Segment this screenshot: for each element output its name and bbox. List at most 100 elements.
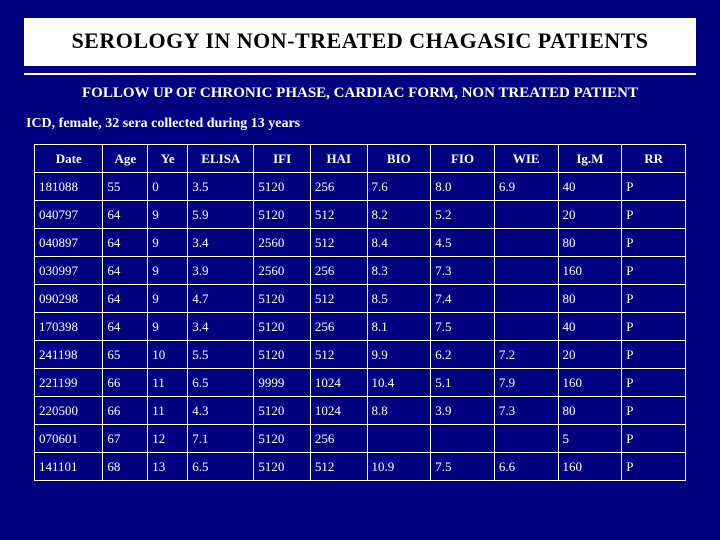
table-cell: 9	[148, 201, 188, 229]
table-row: 0309976493.925602568.37.3160P	[35, 257, 686, 285]
table-cell: 0	[148, 173, 188, 201]
table-cell	[367, 425, 431, 453]
table-cell: 9	[148, 229, 188, 257]
table-cell: 070601	[35, 425, 103, 453]
table-cell: 64	[103, 229, 148, 257]
table-cell: 256	[310, 313, 367, 341]
table-cell	[494, 229, 558, 257]
table-cell: 040797	[35, 201, 103, 229]
column-header: Age	[103, 145, 148, 173]
title-rule	[24, 73, 696, 75]
table-cell: 6.2	[431, 341, 495, 369]
table-cell: 4.7	[188, 285, 254, 313]
table-cell: 9999	[254, 369, 311, 397]
table-cell: 7.6	[367, 173, 431, 201]
table-cell: 40	[558, 313, 622, 341]
table-cell: 7.9	[494, 369, 558, 397]
table-cell: P	[622, 341, 686, 369]
table-cell: 160	[558, 453, 622, 481]
table-cell: 5120	[254, 397, 311, 425]
table-cell: 7.3	[431, 257, 495, 285]
table-cell: 5120	[254, 285, 311, 313]
table-cell: P	[622, 173, 686, 201]
table-cell: 6.9	[494, 173, 558, 201]
table-cell: 5120	[254, 173, 311, 201]
column-header: HAI	[310, 145, 367, 173]
table-cell: 80	[558, 397, 622, 425]
table-cell: 67	[103, 425, 148, 453]
table-cell: 170398	[35, 313, 103, 341]
table-cell: 241198	[35, 341, 103, 369]
table-cell: 20	[558, 201, 622, 229]
table-cell	[431, 425, 495, 453]
table-cell: 1024	[310, 369, 367, 397]
table-cell: P	[622, 369, 686, 397]
table-cell: 8.4	[367, 229, 431, 257]
table-cell: P	[622, 425, 686, 453]
table-row: 1703986493.451202568.17.540P	[35, 313, 686, 341]
column-header: RR	[622, 145, 686, 173]
table-cell: 3.5	[188, 173, 254, 201]
table-row: 0902986494.751205128.57.480P	[35, 285, 686, 313]
column-header: Ig.M	[558, 145, 622, 173]
table-cell: 7.2	[494, 341, 558, 369]
table-cell: 5.9	[188, 201, 254, 229]
table-cell: 66	[103, 369, 148, 397]
table-cell: 6.5	[188, 369, 254, 397]
table-cell: 3.4	[188, 313, 254, 341]
table-cell: 090298	[35, 285, 103, 313]
table-cell: P	[622, 257, 686, 285]
table-cell: 160	[558, 369, 622, 397]
table-cell: 5120	[254, 201, 311, 229]
table-cell: 2560	[254, 257, 311, 285]
table-cell: 68	[103, 453, 148, 481]
table-cell: 80	[558, 229, 622, 257]
table-cell: 512	[310, 201, 367, 229]
column-header: IFI	[254, 145, 311, 173]
table-cell: 7.1	[188, 425, 254, 453]
slide: SEROLOGY IN NON-TREATED CHAGASIC PATIENT…	[0, 0, 720, 540]
table-cell: 64	[103, 285, 148, 313]
table-cell: 5120	[254, 425, 311, 453]
table-cell: 7.5	[431, 313, 495, 341]
column-header: FIO	[431, 145, 495, 173]
table-cell: 6.5	[188, 453, 254, 481]
table-cell: 10.4	[367, 369, 431, 397]
table-cell: 8.0	[431, 173, 495, 201]
table-body: 1810885503.551202567.68.06.940P040797649…	[35, 173, 686, 481]
table-cell: 220500	[35, 397, 103, 425]
table-cell: 2560	[254, 229, 311, 257]
table-cell: 8.5	[367, 285, 431, 313]
table-cell: 9	[148, 313, 188, 341]
serology-table: DateAgeYeELISAIFIHAIBIOFIOWIEIg.MRR 1810…	[34, 144, 686, 481]
column-header: WIE	[494, 145, 558, 173]
table-cell: 7.3	[494, 397, 558, 425]
table-cell: 141101	[35, 453, 103, 481]
table-cell: 3.9	[431, 397, 495, 425]
table-cell: 11	[148, 397, 188, 425]
table-row: 0407976495.951205128.25.220P	[35, 201, 686, 229]
column-header: Date	[35, 145, 103, 173]
table-cell: 9	[148, 257, 188, 285]
table-cell: 5120	[254, 341, 311, 369]
table-cell: 7.5	[431, 453, 495, 481]
table-cell	[494, 257, 558, 285]
table-cell: 8.1	[367, 313, 431, 341]
table-cell: 256	[310, 173, 367, 201]
table-cell: 3.9	[188, 257, 254, 285]
table-cell: 55	[103, 173, 148, 201]
table-cell: P	[622, 229, 686, 257]
table-cell: 10	[148, 341, 188, 369]
table-cell: 512	[310, 341, 367, 369]
table-cell: 4.3	[188, 397, 254, 425]
table-row: 24119865105.551205129.96.27.220P	[35, 341, 686, 369]
table-cell: P	[622, 313, 686, 341]
table-row: 1810885503.551202567.68.06.940P	[35, 173, 686, 201]
table-cell: 66	[103, 397, 148, 425]
table-cell: 3.4	[188, 229, 254, 257]
column-header: ELISA	[188, 145, 254, 173]
table-cell: 65	[103, 341, 148, 369]
table-cell: 10.9	[367, 453, 431, 481]
table-cell: 1024	[310, 397, 367, 425]
table-cell: 8.2	[367, 201, 431, 229]
